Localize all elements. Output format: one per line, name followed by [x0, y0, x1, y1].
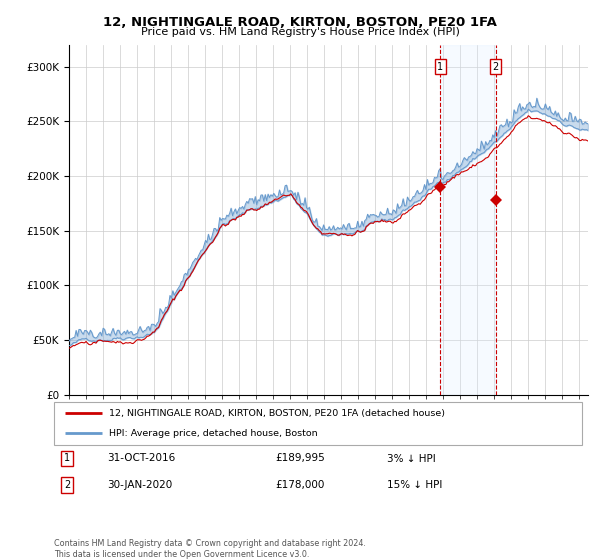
Bar	[440, 45, 496, 395]
Text: HPI: Average price, detached house, Boston: HPI: Average price, detached house, Bost…	[109, 429, 318, 438]
Text: 2: 2	[493, 62, 499, 72]
Text: 15% ↓ HPI: 15% ↓ HPI	[386, 480, 442, 490]
Text: Contains HM Land Registry data © Crown copyright and database right 2024.
This d: Contains HM Land Registry data © Crown c…	[54, 539, 366, 559]
Text: 2: 2	[64, 480, 70, 490]
Text: Price paid vs. HM Land Registry's House Price Index (HPI): Price paid vs. HM Land Registry's House …	[140, 27, 460, 37]
Text: 1: 1	[437, 62, 443, 72]
Text: 31-OCT-2016: 31-OCT-2016	[107, 454, 175, 464]
Text: 1: 1	[64, 454, 70, 464]
Text: 12, NIGHTINGALE ROAD, KIRTON, BOSTON, PE20 1FA: 12, NIGHTINGALE ROAD, KIRTON, BOSTON, PE…	[103, 16, 497, 29]
Text: £178,000: £178,000	[276, 480, 325, 490]
Text: 12, NIGHTINGALE ROAD, KIRTON, BOSTON, PE20 1FA (detached house): 12, NIGHTINGALE ROAD, KIRTON, BOSTON, PE…	[109, 409, 445, 418]
Text: £189,995: £189,995	[276, 454, 326, 464]
Text: 30-JAN-2020: 30-JAN-2020	[107, 480, 172, 490]
Text: 3% ↓ HPI: 3% ↓ HPI	[386, 454, 436, 464]
